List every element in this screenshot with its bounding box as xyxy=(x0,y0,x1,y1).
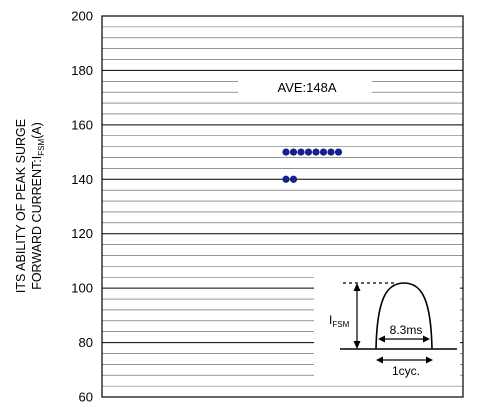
y-axis-label-line2: FORWARD CURRENT:IFSM(A) xyxy=(30,122,46,290)
inset-pulse-width-arrow-left xyxy=(378,335,385,343)
inset-ifsm-label: IFSM xyxy=(329,313,350,329)
inset-ifsm-arrow-head-up xyxy=(353,283,361,291)
inset-half-sine-pulse xyxy=(375,282,433,350)
y-tick-label-200: 200 xyxy=(71,9,93,24)
average-annotation: AVE:148A xyxy=(238,72,372,102)
data-point xyxy=(319,148,328,156)
data-point xyxy=(289,148,298,156)
inset-cycle-arrow-left xyxy=(376,356,383,364)
inset-cycle-arrow-right xyxy=(426,356,433,364)
data-point xyxy=(312,148,320,156)
y-tick-label-160: 160 xyxy=(71,117,93,132)
y-tick-label-100: 100 xyxy=(71,281,93,296)
surge-waveform-inset: IFSM 8.3ms 1cyc. xyxy=(314,268,460,380)
data-point xyxy=(289,175,298,183)
y-tick-label-60: 60 xyxy=(79,390,93,405)
data-points xyxy=(282,148,343,183)
y-tick-label-180: 180 xyxy=(71,63,93,78)
y-axis-label: ITS ABILITY OF PEAK SURGE FORWARD CURREN… xyxy=(14,119,46,293)
data-point xyxy=(334,148,343,156)
inset-pulse-width-label: 8.3ms xyxy=(390,323,423,337)
y-tick-label-80: 80 xyxy=(79,335,93,350)
y-axis-label-line1: ITS ABILITY OF PEAK SURGE xyxy=(14,119,28,293)
data-point xyxy=(297,148,305,156)
average-annotation-text: AVE:148A xyxy=(277,80,336,95)
inset-ifsm-arrow-head-down xyxy=(353,341,361,349)
data-point xyxy=(304,148,313,156)
y-tick-label-120: 120 xyxy=(71,226,93,241)
grid-layer xyxy=(102,26,463,387)
inset-background xyxy=(314,268,460,380)
data-point xyxy=(282,175,290,183)
data-point xyxy=(282,148,290,156)
plot-frame xyxy=(101,15,464,398)
y-tick-label-140: 140 xyxy=(71,172,93,187)
inset-pulse-width-arrow-right xyxy=(423,335,430,343)
average-annotation-box xyxy=(238,72,372,102)
y-tick-labels: 60 80 100 120 140 160 180 200 xyxy=(71,9,93,405)
inset-cycle-label: 1cyc. xyxy=(392,364,420,378)
data-point xyxy=(327,148,335,156)
